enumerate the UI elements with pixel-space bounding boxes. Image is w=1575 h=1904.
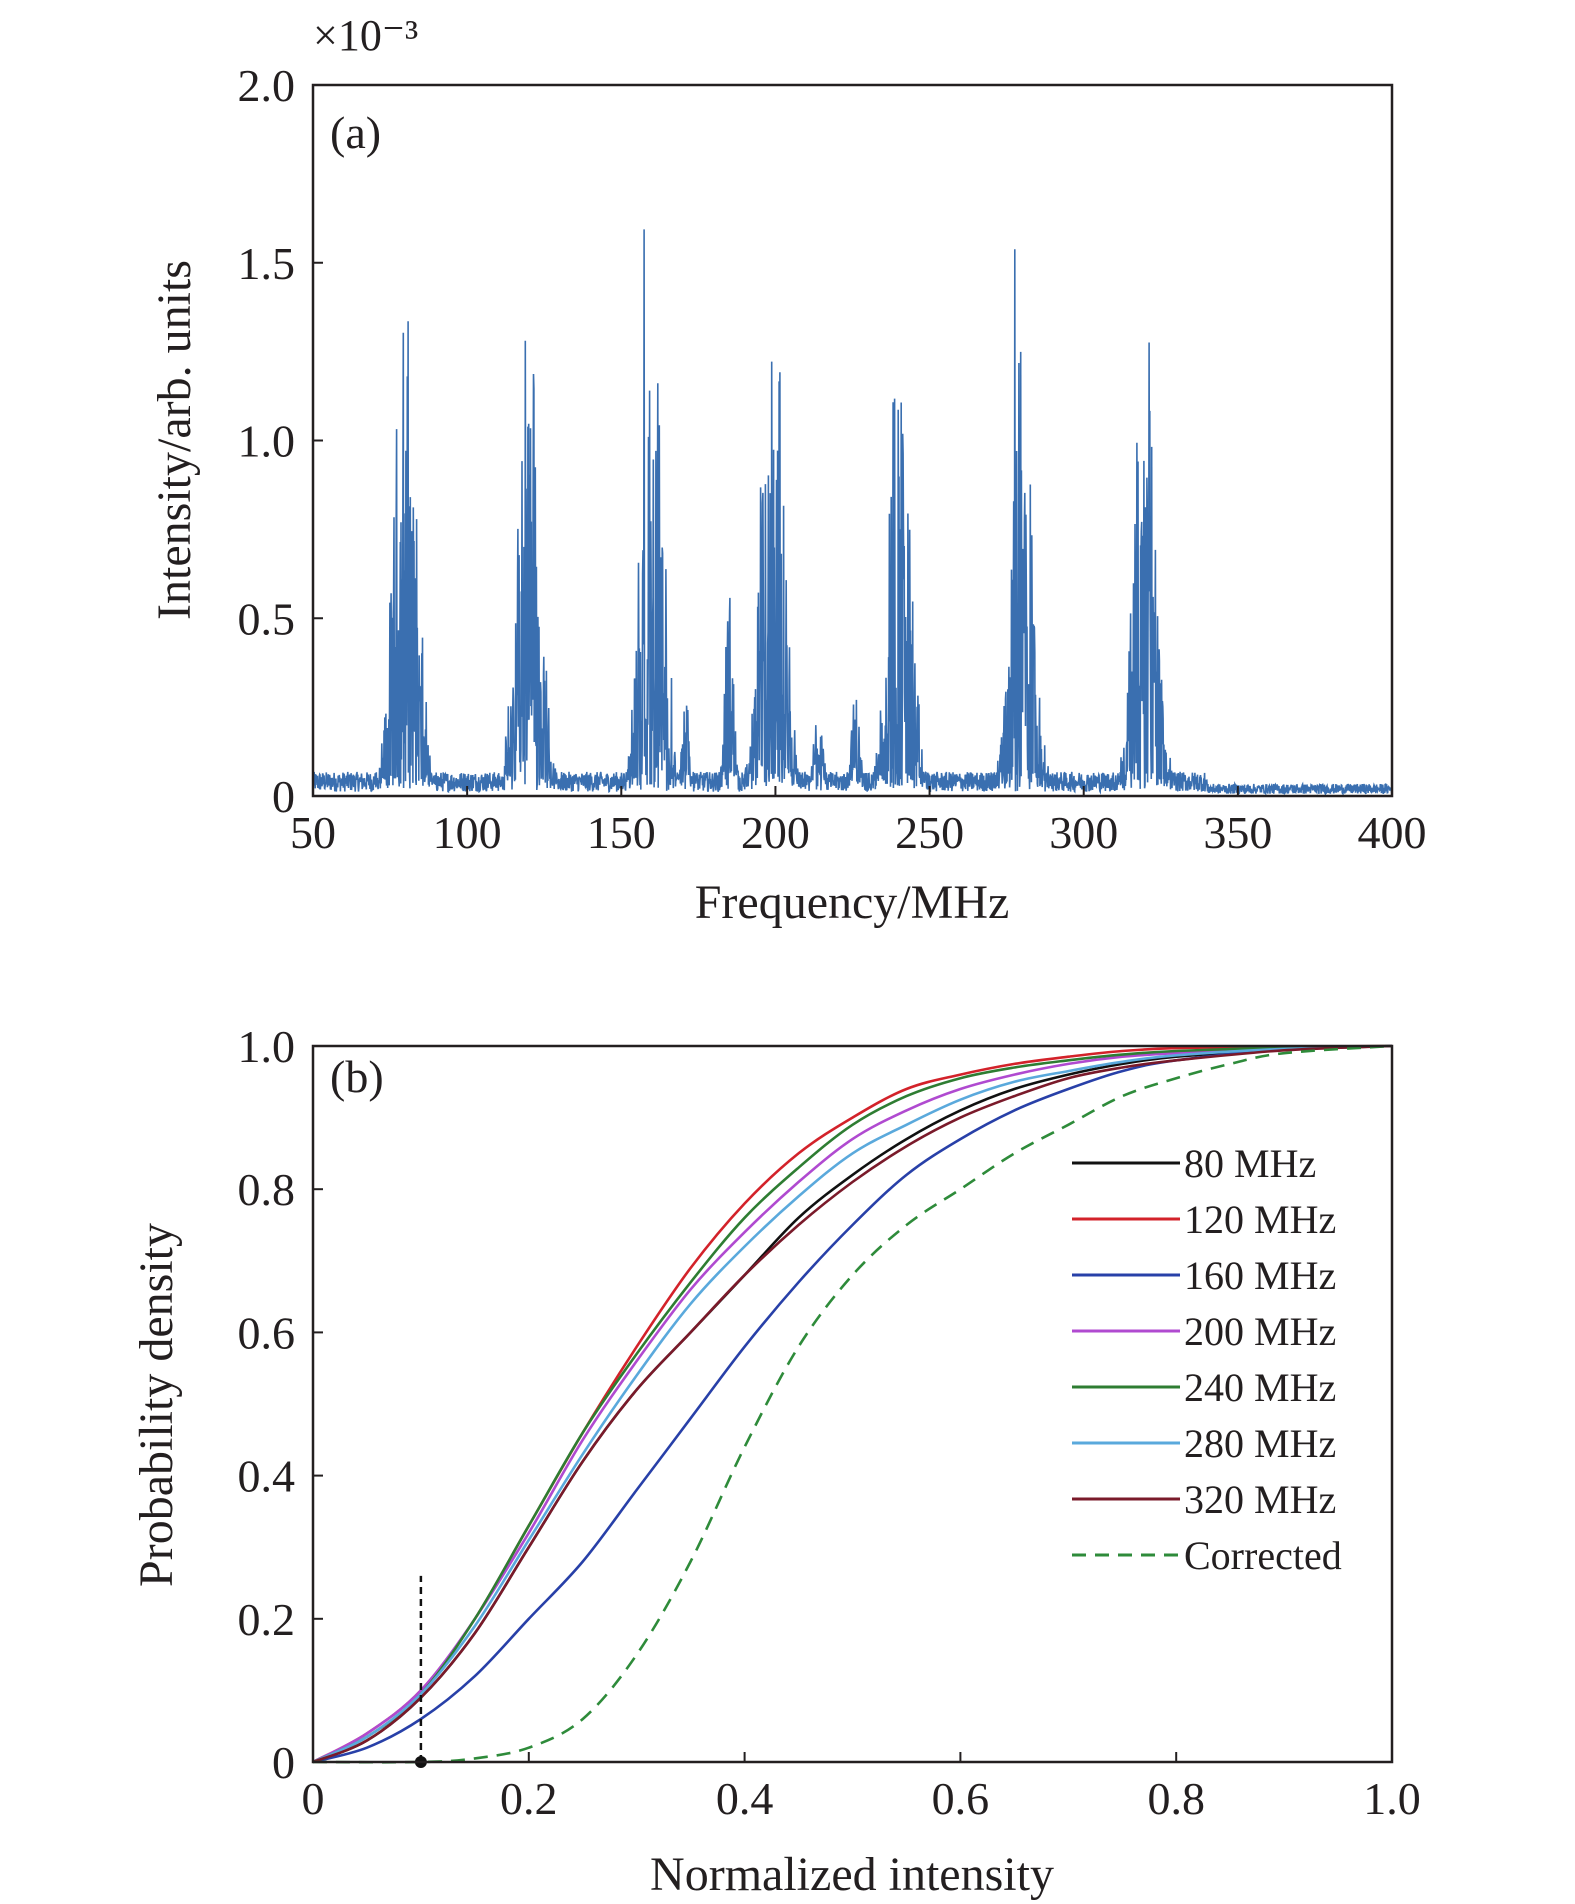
panel-a-y-axis-label: Intensity/arb. units [148,260,201,620]
panel-a-x-tick-label: 200 [741,807,810,858]
spectrum-series [312,229,1393,797]
panel-b-x-ticks: 0 0.2 0.4 0.6 0.8 1.0 [302,1752,1421,1824]
panel-a-plot-frame [311,83,1394,798]
series-line-280-mhz [312,1044,1393,1764]
series-line-240-mhz [312,1044,1393,1764]
panel-a-x-tick-label: 400 [1358,807,1427,858]
panel-a-x-tick-label: 50 [290,807,336,858]
legend-label: 160 MHz [1184,1253,1336,1298]
series-line-corrected [312,1044,1393,1764]
panel-a-y-tick-label: 0.5 [238,593,296,644]
panel-a-label: (a) [330,107,381,158]
legend-label: Corrected [1184,1533,1342,1578]
panel-a-x-tick-label: 250 [895,807,964,858]
panel-b-y-tick-label: 0.8 [238,1164,296,1215]
panel-b-y-tick-label: 0.6 [238,1307,296,1358]
legend-label: 80 MHz [1184,1141,1316,1186]
legend-label: 280 MHz [1184,1421,1336,1466]
panel-b-y-tick-label: 0.2 [238,1594,296,1645]
series-line-320-mhz [312,1044,1393,1764]
y-multiplier-label: ×10⁻³ [313,11,418,60]
panel-a-x-tick-label: 150 [587,807,656,858]
panel-a-y-tick-label: 1.0 [238,416,296,467]
panel-b-x-tick-label: 0.2 [500,1773,558,1824]
panel-b-x-tick-label: 0.4 [716,1773,774,1824]
legend-label: 120 MHz [1184,1197,1336,1242]
panel-b-y-tick-label: 0.4 [238,1451,296,1502]
panel-a-x-tick-label: 350 [1203,807,1272,858]
panel-a-y-ticks: 0 0.5 1.0 1.5 2.0 [238,60,323,822]
spectrum-line [312,229,1393,797]
panel-b: 0 0.2 0.4 0.6 0.8 1.0 0 0.2 0.4 0.6 0.8 1.0 80 MHz… [130,1021,1421,1901]
panel-b-x-axis-label: Normalized intensity [650,1848,1054,1901]
panel-b-x-tick-label: 0.6 [932,1773,990,1824]
panel-b-y-axis-label: Probability density [130,1223,183,1587]
cdf-series [312,1044,1393,1764]
panel-b-y-tick-label: 0 [272,1737,295,1788]
panel-a-y-tick-label: 1.5 [238,238,296,289]
legend: 80 MHz 120 MHz 160 MHz 200 MHz 240 MHz 280 MH… [1072,1141,1342,1578]
panel-a-x-axis-label: Frequency/MHz [695,876,1010,929]
threshold-marker [414,1575,427,1768]
panel-a: 50 100 150 200 250 300 350 400 0 0.5 1.0 1.5 2.0 ×1… [148,11,1427,929]
legend-label: 320 MHz [1184,1477,1336,1522]
panel-a-x-tick-label: 100 [433,807,502,858]
panel-b-y-ticks: 0 0.2 0.4 0.6 0.8 1.0 [238,1021,323,1788]
panel-b-plot-frame [311,1044,1394,1764]
panel-a-y-tick-label: 2.0 [238,60,296,111]
panel-b-y-tick-label: 1.0 [238,1021,296,1072]
panel-a-y-tick-label: 0 [272,771,295,822]
legend-label: 200 MHz [1184,1309,1336,1354]
series-line-160-mhz [312,1044,1393,1764]
panel-a-x-tick-label: 300 [1049,807,1118,858]
panel-b-x-tick-label: 0 [302,1773,325,1824]
panel-b-x-tick-label: 0.8 [1147,1773,1205,1824]
panel-a-x-ticks: 50 100 150 200 250 300 350 400 [290,786,1427,858]
panel-b-x-tick-label: 1.0 [1363,1773,1421,1824]
panel-b-label: (b) [330,1051,384,1102]
legend-label: 240 MHz [1184,1365,1336,1410]
